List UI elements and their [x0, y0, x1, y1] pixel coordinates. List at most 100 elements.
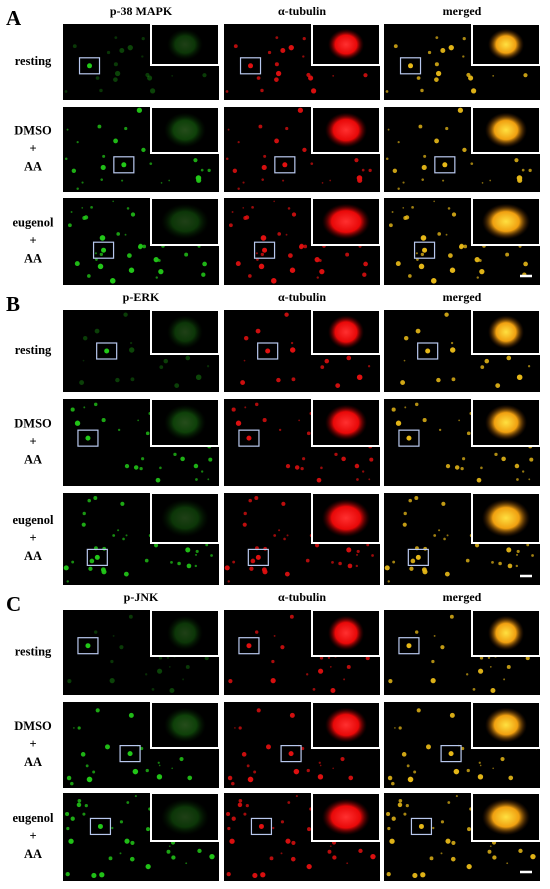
- cell: [437, 232, 441, 236]
- cell: [185, 862, 188, 865]
- cell: [420, 235, 427, 241]
- cell: [361, 470, 365, 473]
- cell: [124, 233, 127, 236]
- cell: [332, 767, 334, 770]
- cell: [207, 478, 210, 481]
- cell: [500, 756, 505, 762]
- cell: [243, 511, 247, 516]
- cell: [363, 261, 368, 267]
- cell: [398, 726, 402, 730]
- cell: [329, 179, 332, 182]
- cell: [440, 48, 446, 53]
- cell: [362, 272, 367, 277]
- cell: [415, 630, 419, 634]
- cell: [265, 348, 271, 354]
- cell: [310, 162, 314, 166]
- row-label: resting: [15, 54, 52, 68]
- cell: [252, 872, 258, 879]
- cell: [346, 547, 352, 553]
- cell: [403, 216, 408, 221]
- cell: [283, 537, 286, 541]
- cell: [443, 537, 446, 541]
- inset-cell: [325, 707, 367, 743]
- row-label: +: [29, 829, 36, 843]
- cell: [127, 253, 132, 258]
- cell: [129, 341, 133, 345]
- cell: [401, 752, 407, 757]
- cell: [123, 571, 129, 577]
- inset-cell: [485, 707, 527, 743]
- inset-cell: [325, 404, 367, 441]
- cell: [267, 50, 272, 55]
- cell: [408, 63, 414, 69]
- cell: [144, 558, 149, 563]
- cell: [387, 826, 391, 831]
- cell: [447, 207, 451, 210]
- cell: [324, 358, 330, 364]
- cell: [297, 107, 304, 113]
- cell: [526, 543, 530, 547]
- cell: [255, 630, 259, 634]
- cell: [434, 62, 439, 67]
- cell: [409, 566, 414, 571]
- cell: [88, 566, 93, 571]
- cell: [170, 560, 173, 564]
- cell: [70, 816, 75, 821]
- cell: [312, 688, 316, 691]
- cell: [388, 679, 393, 684]
- cell: [273, 534, 277, 537]
- cell: [275, 36, 279, 40]
- cell: [528, 478, 531, 481]
- cell: [231, 816, 236, 821]
- cell: [202, 261, 207, 267]
- cell: [465, 558, 470, 563]
- cell: [227, 580, 230, 583]
- cell: [67, 679, 72, 684]
- cell: [426, 744, 431, 750]
- row-label: AA: [24, 755, 42, 769]
- cell: [93, 496, 98, 500]
- cell: [130, 377, 135, 382]
- cell: [412, 872, 418, 879]
- cell: [523, 73, 528, 78]
- cell: [466, 673, 469, 676]
- cell: [195, 374, 202, 381]
- cell: [425, 348, 431, 354]
- cell: [319, 764, 322, 767]
- cell: [235, 420, 242, 426]
- cell: [361, 168, 365, 172]
- cell: [418, 124, 423, 129]
- cell: [177, 561, 181, 566]
- cell: [246, 643, 252, 649]
- cell: [82, 216, 87, 221]
- cell: [173, 452, 177, 457]
- roi-box: [257, 342, 279, 360]
- row-label: AA: [24, 847, 42, 861]
- roi-box: [399, 57, 422, 75]
- cell: [158, 269, 164, 275]
- cell: [289, 614, 294, 619]
- cell: [248, 63, 254, 69]
- cell: [450, 856, 456, 862]
- cell: [228, 679, 233, 684]
- cell: [389, 838, 395, 844]
- cell: [400, 380, 406, 385]
- inset-cell: [482, 499, 530, 537]
- cell: [289, 267, 296, 273]
- cell: [413, 770, 417, 774]
- cell: [314, 257, 320, 263]
- cell: [411, 205, 414, 209]
- cell: [101, 247, 107, 253]
- inset-cell: [164, 707, 206, 743]
- cell: [194, 564, 198, 568]
- cell: [445, 838, 451, 844]
- cell: [281, 501, 286, 506]
- cell: [528, 168, 532, 173]
- cell: [516, 478, 519, 481]
- cell: [94, 554, 100, 560]
- row-label: +: [29, 233, 36, 247]
- row-label: AA: [24, 251, 42, 265]
- cell: [470, 88, 477, 94]
- cell: [356, 374, 363, 381]
- cell: [229, 223, 233, 228]
